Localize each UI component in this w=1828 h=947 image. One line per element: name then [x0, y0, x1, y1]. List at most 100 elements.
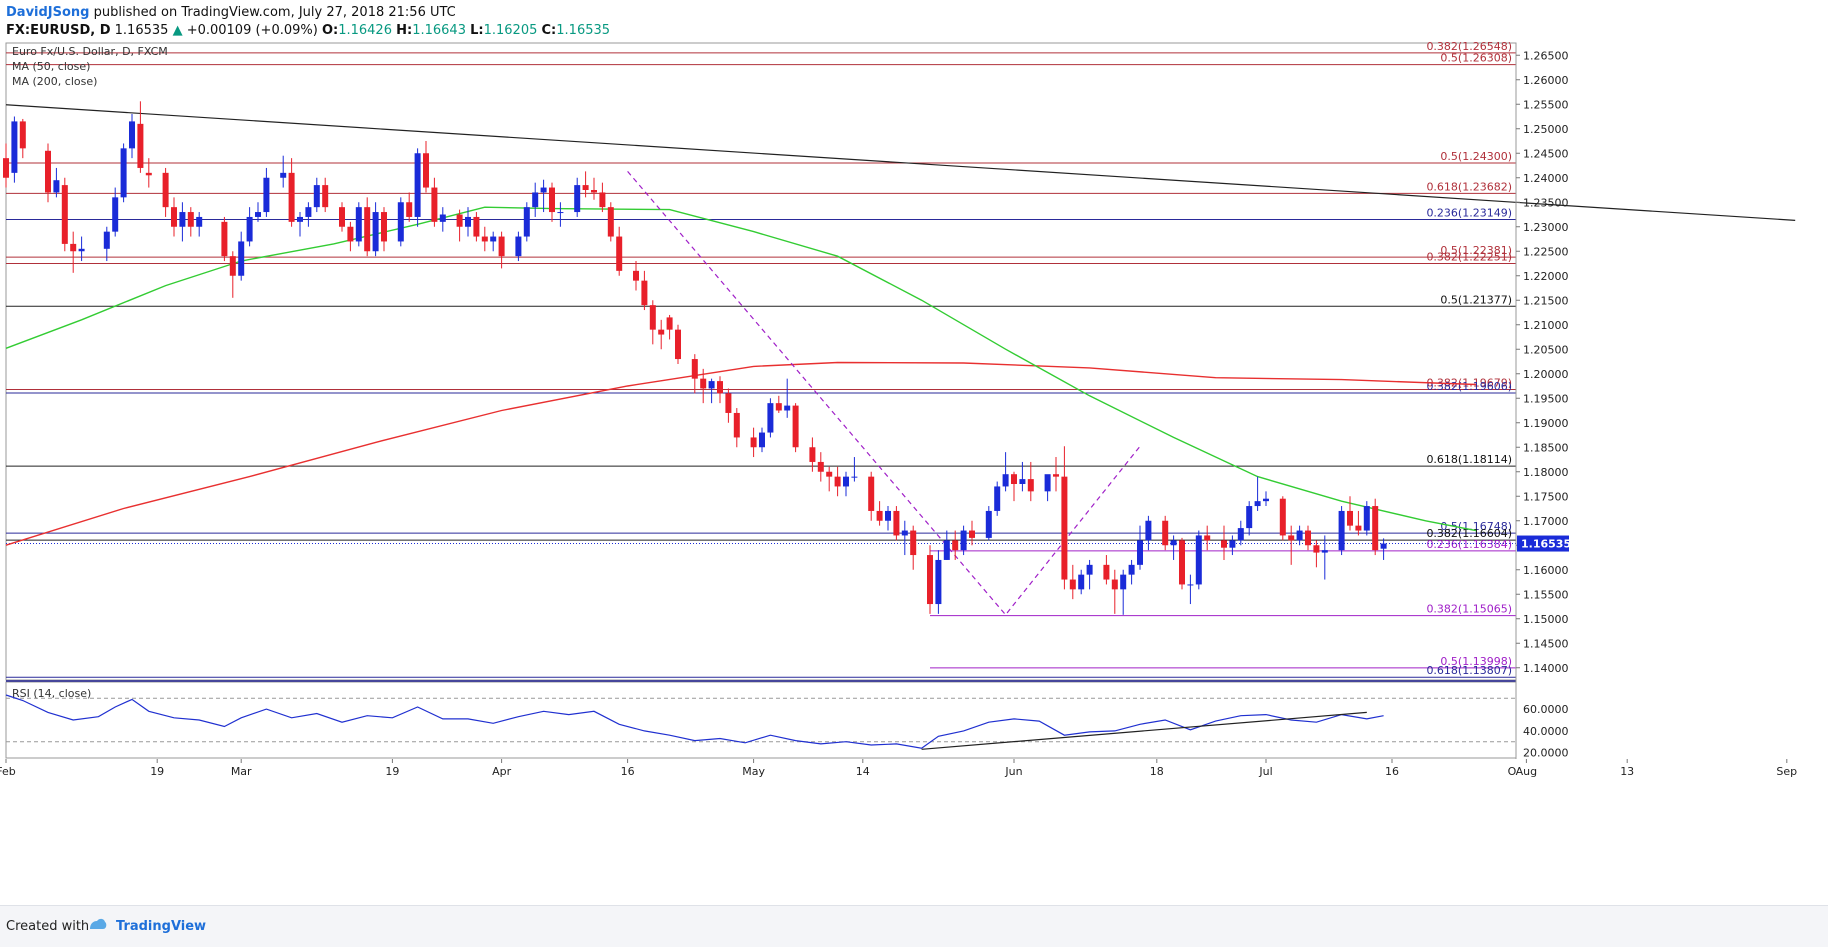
price-axis[interactable]: 1.26500 1.26000 1.25500 1.25000 1.24500 1.240… [1515, 43, 1571, 759]
candle[interactable] [532, 182, 539, 217]
reset-scale-icon[interactable]: O [1508, 765, 1517, 778]
symbol-label[interactable]: FX:EURUSD, D [6, 23, 111, 38]
candle[interactable] [431, 177, 438, 227]
candle[interactable] [826, 466, 833, 492]
candle[interactable] [775, 395, 782, 413]
candle[interactable] [658, 319, 665, 350]
candle[interactable] [557, 202, 564, 227]
candle[interactable] [893, 506, 900, 541]
candle[interactable] [733, 408, 740, 448]
candle[interactable] [1053, 457, 1059, 492]
candle[interactable] [171, 197, 177, 237]
candle[interactable] [1372, 498, 1379, 556]
candle[interactable] [162, 167, 169, 217]
candle[interactable] [1011, 471, 1017, 502]
candle[interactable] [129, 114, 135, 159]
candle[interactable] [1078, 569, 1085, 595]
candle[interactable] [574, 177, 581, 217]
candle[interactable] [910, 525, 917, 570]
candle[interactable] [465, 207, 471, 237]
candle[interactable] [885, 506, 891, 531]
candle[interactable] [103, 226, 110, 262]
candle[interactable] [120, 143, 127, 203]
candle[interactable] [641, 270, 648, 311]
candle[interactable] [1195, 530, 1202, 590]
candle[interactable] [490, 231, 497, 252]
candle[interactable] [1044, 474, 1051, 502]
candle[interactable] [322, 177, 329, 213]
candle[interactable] [347, 221, 354, 252]
candle[interactable] [851, 457, 858, 482]
candle[interactable] [1002, 452, 1009, 492]
candle[interactable] [1111, 569, 1118, 614]
candle[interactable] [1237, 520, 1244, 546]
candle[interactable] [53, 167, 60, 198]
candle[interactable] [481, 226, 488, 252]
candle[interactable] [616, 226, 623, 276]
candle[interactable] [1347, 496, 1353, 531]
candle[interactable] [1204, 525, 1211, 551]
candle[interactable] [1137, 525, 1143, 570]
candle[interactable] [1254, 476, 1261, 511]
candle[interactable] [1170, 535, 1177, 560]
candle[interactable] [1179, 537, 1185, 590]
candle[interactable] [876, 501, 883, 526]
candle[interactable] [288, 158, 295, 227]
candle[interactable] [456, 209, 463, 242]
candle[interactable] [305, 202, 312, 227]
candle[interactable] [439, 207, 446, 232]
candle[interactable] [364, 197, 371, 257]
candle[interactable] [406, 192, 413, 222]
candle[interactable] [599, 182, 606, 213]
candle[interactable] [1338, 506, 1345, 556]
candle[interactable] [515, 231, 522, 262]
candle[interactable] [297, 212, 303, 237]
candle[interactable] [591, 177, 597, 200]
candle[interactable] [78, 236, 85, 262]
candle[interactable] [985, 506, 992, 541]
candle[interactable] [246, 207, 253, 247]
candle[interactable] [1355, 510, 1362, 536]
candle[interactable] [759, 427, 765, 453]
candle[interactable] [843, 471, 849, 497]
candle[interactable] [633, 261, 639, 291]
candle[interactable] [221, 216, 228, 262]
candle[interactable] [834, 466, 841, 497]
candle[interactable] [414, 148, 421, 227]
candle[interactable] [280, 155, 287, 188]
candle[interactable] [750, 427, 757, 458]
candle[interactable] [1128, 559, 1135, 585]
candle[interactable] [1061, 446, 1068, 590]
rsi-pane[interactable]: 60.0000 40.0000 20.0000 RSI (14, close) [5, 687, 1569, 760]
candle[interactable] [263, 167, 270, 217]
candle[interactable] [196, 212, 203, 237]
candle[interactable] [607, 202, 614, 242]
candle[interactable] [372, 202, 379, 257]
candle[interactable] [112, 187, 119, 237]
candle[interactable] [675, 324, 681, 364]
candle[interactable] [809, 437, 816, 472]
candle[interactable] [1229, 535, 1236, 556]
candle[interactable] [1288, 525, 1295, 565]
candle[interactable] [523, 202, 530, 242]
candle[interactable] [901, 520, 908, 556]
candle[interactable] [1027, 461, 1034, 502]
candle[interactable] [994, 481, 1001, 516]
candle[interactable] [540, 179, 547, 213]
candle[interactable] [1279, 496, 1286, 541]
candle[interactable] [1221, 525, 1227, 560]
candle[interactable] [1296, 525, 1303, 546]
candle[interactable] [1305, 525, 1311, 551]
candle[interactable] [137, 101, 144, 173]
candle[interactable] [355, 202, 362, 247]
candle[interactable] [1120, 569, 1127, 615]
author-link[interactable]: DavidJSong [6, 5, 90, 20]
candle[interactable] [61, 177, 68, 252]
price-chart[interactable]: 0.382(1.26548)0.5(1.26308) 0.5(1.24300) 0.… [0, 0, 1828, 905]
candle[interactable] [255, 202, 261, 222]
candle[interactable] [423, 141, 429, 193]
candle[interactable] [792, 403, 799, 453]
candle[interactable] [179, 202, 186, 242]
candle[interactable] [1321, 535, 1328, 580]
candle[interactable] [767, 398, 774, 438]
